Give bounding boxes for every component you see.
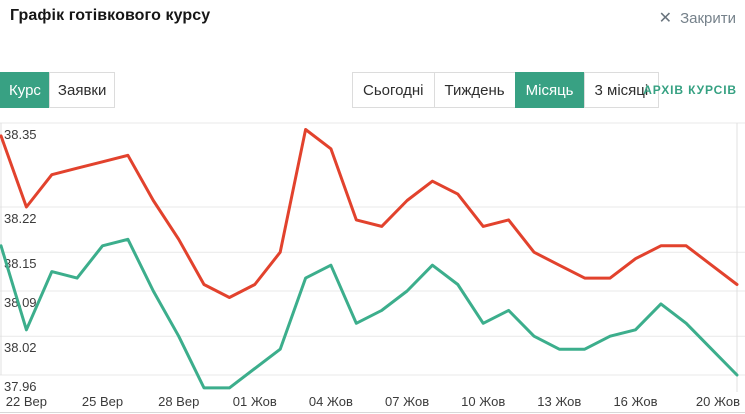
period-today-button[interactable]: Сьогодні xyxy=(352,72,435,108)
x-axis-label: 22 Вер xyxy=(6,394,47,409)
tab-zayavky[interactable]: Заявки xyxy=(48,72,116,108)
x-axis-label: 01 Жов xyxy=(233,394,277,409)
x-axis-label: 20 Жов xyxy=(696,394,740,409)
y-axis-label: 38.09 xyxy=(4,295,37,310)
series-green-line[interactable] xyxy=(0,237,739,390)
archive-rates-link[interactable]: АРХІВ КУРСІВ xyxy=(643,83,737,97)
x-axis-label: 25 Вер xyxy=(82,394,123,409)
period-button-group: Сьогодні Тиждень Місяць 3 місяці xyxy=(352,72,660,108)
x-axis-label: 07 Жов xyxy=(385,394,429,409)
x-axis-label: 28 Вер xyxy=(158,394,199,409)
close-icon: ✕ xyxy=(658,9,673,27)
view-tab-group: Курс Заявки xyxy=(0,72,116,108)
x-axis-label: 10 Жов xyxy=(461,394,505,409)
series-red-line[interactable] xyxy=(0,128,739,299)
x-axis-label: 16 Жов xyxy=(613,394,657,409)
page-title: Графік готівкового курсу xyxy=(10,7,211,24)
y-axis-label: 37.96 xyxy=(4,379,37,394)
x-axis-label: 13 Жов xyxy=(537,394,581,409)
y-axis-label: 38.35 xyxy=(4,127,37,142)
close-label: Закрити xyxy=(680,10,736,27)
y-axis-label: 38.22 xyxy=(4,211,37,226)
y-axis-label: 38.02 xyxy=(4,340,37,355)
period-week-button[interactable]: Тиждень xyxy=(433,72,516,108)
period-3months-button[interactable]: 3 місяці xyxy=(583,72,660,108)
x-axis-label: 04 Жов xyxy=(309,394,353,409)
tab-kurs[interactable]: Курс xyxy=(0,72,50,108)
y-axis-label: 38.15 xyxy=(4,256,37,271)
close-button[interactable]: ✕ Закрити xyxy=(659,8,736,29)
period-month-button[interactable]: Місяць xyxy=(514,72,585,108)
